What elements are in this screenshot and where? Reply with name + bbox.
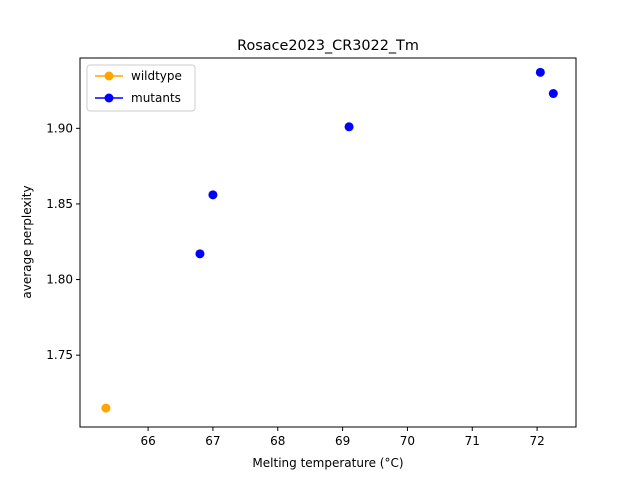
x-tick-label: 70 bbox=[400, 434, 415, 448]
x-tick-label: 69 bbox=[335, 434, 350, 448]
mutants-point bbox=[344, 122, 354, 132]
wildtype-point bbox=[101, 403, 111, 413]
y-tick-label: 1.75 bbox=[46, 348, 73, 362]
plot-area: 66 67 68 69 70 71 72 1.75 1.80 1.85 1.90 bbox=[46, 57, 577, 448]
legend-label-wildtype: wildtype bbox=[131, 69, 182, 83]
y-tick-label: 1.85 bbox=[46, 197, 73, 211]
y-axis-label: average perplexity bbox=[20, 185, 34, 298]
mutants-point bbox=[535, 67, 545, 77]
legend: wildtype mutants bbox=[86, 64, 196, 112]
x-axis-label: Melting temperature (°C) bbox=[252, 456, 403, 470]
x-tick-label: 66 bbox=[140, 434, 155, 448]
y-tick-label: 1.80 bbox=[46, 273, 73, 287]
x-tick-label: 68 bbox=[270, 434, 285, 448]
y-tick-label: 1.90 bbox=[46, 121, 73, 135]
mutants-point bbox=[195, 249, 205, 259]
mutants-point bbox=[208, 190, 218, 200]
legend-marker-mutants bbox=[104, 93, 114, 103]
legend-label-mutants: mutants bbox=[131, 91, 181, 105]
x-tick-label: 67 bbox=[205, 434, 220, 448]
chart-title: Rosace2023_CR3022_Tm bbox=[237, 38, 419, 54]
x-tick-label: 72 bbox=[529, 434, 544, 448]
x-tick-label: 71 bbox=[465, 434, 480, 448]
legend-marker-wildtype bbox=[104, 71, 114, 81]
mutants-point bbox=[548, 89, 558, 99]
plot-frame bbox=[79, 57, 577, 428]
